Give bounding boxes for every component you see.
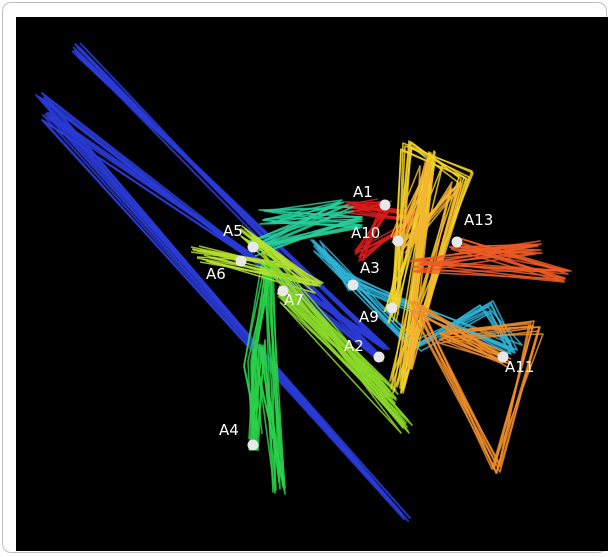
node-label-a3: A3 (360, 259, 380, 277)
trace-a13 (415, 240, 566, 279)
node-label-a2: A2 (344, 337, 364, 355)
trace-a5 (247, 207, 361, 246)
node-marker-a4 (247, 439, 259, 451)
node-marker-a6 (235, 255, 247, 267)
node-labels: A1 A2 A3 A4 A5 A6 A7 A9 A10 A11 A13 (206, 183, 534, 439)
trace-a13 (410, 246, 565, 283)
node-markers (235, 199, 509, 451)
node-label-a7: A7 (284, 291, 304, 309)
node-marker-a11 (497, 351, 509, 363)
node-marker-a9 (386, 302, 398, 314)
node-marker-a10 (392, 235, 404, 247)
node-marker-a7 (277, 285, 289, 297)
trace-a10 (399, 173, 462, 368)
trace-a4 (247, 267, 280, 483)
node-marker-a5 (247, 241, 259, 253)
node-label-a11: A11 (505, 358, 534, 376)
node-marker-a3 (347, 279, 359, 291)
node-label-a5: A5 (223, 222, 243, 240)
trace-a10 (400, 170, 463, 370)
trajectory-plot: A1 A2 A3 A4 A5 A6 A7 A9 A10 A11 A13 (35, 42, 572, 522)
node-marker-a13 (451, 236, 463, 248)
trajectory-plot-canvas: A1 A2 A3 A4 A5 A6 A7 A9 A10 A11 A13 (16, 17, 608, 551)
trace-a11 (421, 307, 540, 474)
node-label-a10: A10 (351, 224, 380, 242)
node-marker-a2 (373, 351, 385, 363)
node-label-a13: A13 (464, 211, 493, 229)
node-label-a1: A1 (353, 183, 373, 201)
trace-a4 (253, 263, 284, 488)
trajectory-traces (35, 42, 572, 522)
node-marker-a1 (379, 199, 391, 211)
trace-a13 (418, 237, 572, 272)
trace-a7 (269, 250, 408, 428)
trace-a10 (397, 159, 453, 366)
node-label-a9: A9 (359, 308, 379, 326)
node-label-a6: A6 (206, 265, 226, 283)
node-label-a4: A4 (219, 421, 239, 439)
trace-a5 (248, 210, 363, 257)
